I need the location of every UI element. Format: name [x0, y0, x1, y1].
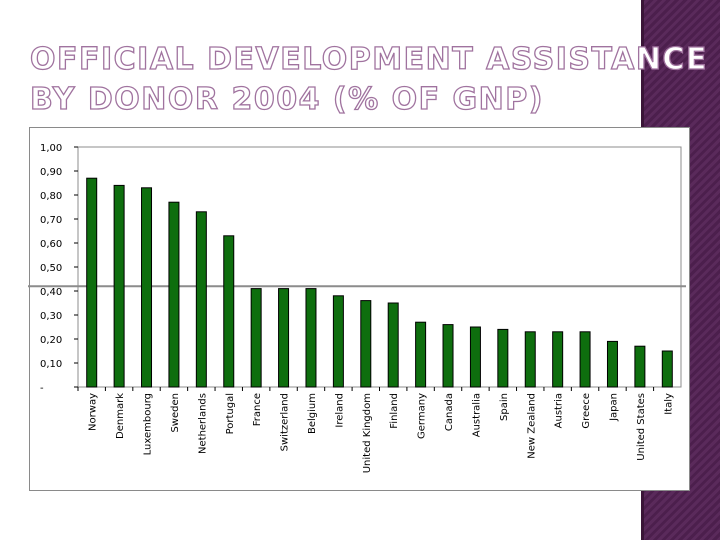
bar	[415, 321, 427, 388]
y-tick-label: 0,40	[40, 287, 62, 298]
x-category-label: Ireland	[334, 393, 345, 428]
x-category-label: Spain	[499, 393, 510, 421]
bar	[195, 211, 207, 388]
x-category-label: Greece	[581, 393, 592, 429]
x-category-label: Switzerland	[280, 393, 291, 451]
bar	[141, 187, 153, 388]
y-tick-label: -	[40, 383, 44, 394]
bar	[387, 302, 399, 388]
x-category-label: Canada	[444, 393, 455, 431]
x-category-label: Netherlands	[197, 393, 208, 454]
bar	[332, 295, 344, 388]
x-category-label: United Kingdom	[362, 393, 373, 473]
x-category-label: Norway	[88, 393, 99, 431]
bar	[442, 324, 454, 388]
slide-title: OFFICIAL DEVELOPMENT ASSISTANCE BY DONOR…	[29, 40, 708, 120]
bar	[661, 350, 673, 388]
slide-title-line-2: BY DONOR 2004 (% OF GNP)	[29, 81, 544, 117]
bar	[223, 235, 235, 388]
y-axis: - 0,10 0,20 0,30 0,40 0,50 0,60 0,70 0,80 0,90 1,0…	[40, 143, 78, 394]
x-category-label: New Zealand	[526, 393, 537, 459]
bar	[634, 345, 646, 388]
bar	[606, 340, 618, 388]
x-category-label: Belgium	[307, 393, 318, 434]
x-category-label: Denmark	[115, 393, 126, 439]
x-category-label: Finland	[389, 393, 400, 429]
x-category-label: Luxembourg	[143, 393, 154, 455]
y-tick-label: 0,30	[40, 311, 62, 322]
x-category-label: Sweden	[170, 393, 181, 433]
x-category-label: United States	[636, 393, 647, 461]
bar	[168, 201, 180, 388]
x-category-label: Australia	[471, 393, 482, 437]
bar	[250, 288, 262, 388]
y-tick-label: 0,70	[40, 215, 62, 226]
y-tick-label: 0,90	[40, 167, 62, 178]
x-category-label: Portugal	[225, 393, 236, 434]
bar	[524, 331, 536, 388]
bar	[552, 331, 564, 388]
x-category-label: France	[252, 393, 263, 426]
bar	[278, 288, 290, 388]
y-tick-label: 0,60	[40, 239, 62, 250]
y-tick-label: 0,50	[40, 263, 62, 274]
y-tick-label: 0,20	[40, 335, 62, 346]
bar	[86, 177, 98, 388]
bar	[579, 331, 591, 388]
y-tick-label: 1,00	[40, 143, 62, 154]
x-category-label: Austria	[554, 393, 565, 428]
bar-series	[86, 177, 673, 388]
x-category-label: Japan	[608, 393, 619, 422]
x-category-label: Germany	[417, 393, 428, 439]
bar	[497, 328, 509, 388]
y-tick-label: 0,10	[40, 359, 62, 370]
bar	[360, 300, 372, 388]
x-axis-labels: Norway Denmark Luxembourg Sweden Netherlands…	[77, 387, 674, 473]
bar	[305, 288, 317, 388]
x-category-label: Italy	[663, 393, 674, 415]
y-tick-label: 0,80	[40, 191, 62, 202]
bar	[469, 326, 481, 388]
slide-title-line-1: OFFICIAL DEVELOPMENT ASSISTANCE	[29, 41, 708, 77]
bar	[113, 184, 125, 388]
